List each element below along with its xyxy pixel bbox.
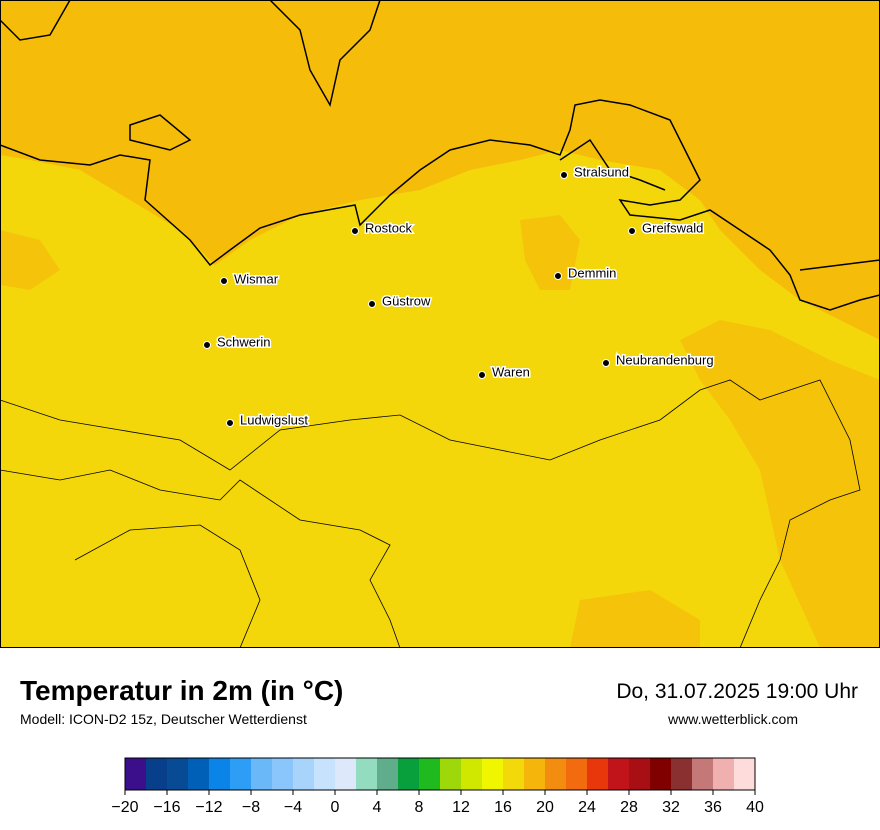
date: Do, 31.07.2025 19:00 Uhr bbox=[616, 680, 858, 703]
colorbar-segment bbox=[209, 758, 231, 790]
subtitle: Modell: ICON-D2 15z, Deutscher Wetterdie… bbox=[20, 711, 307, 727]
colorbar-segment bbox=[314, 758, 336, 790]
colorbar-segment bbox=[146, 758, 168, 790]
city-label: Demmin bbox=[568, 265, 616, 280]
colorbar-segment bbox=[461, 758, 483, 790]
city-dot bbox=[220, 277, 228, 285]
colorbar-segment bbox=[587, 758, 609, 790]
city-dot bbox=[351, 227, 359, 235]
city-label: Ludwigslust bbox=[240, 412, 308, 427]
tick-label: −12 bbox=[195, 799, 222, 816]
state-border bbox=[74, 524, 261, 649]
warm-patch bbox=[520, 215, 580, 290]
colorbar-segment bbox=[524, 758, 546, 790]
warm-patch bbox=[570, 590, 700, 648]
tick-label: 28 bbox=[620, 799, 638, 816]
city-label: Rostock bbox=[365, 220, 412, 235]
colorbar-segment bbox=[377, 758, 399, 790]
colorbar-segment bbox=[629, 758, 651, 790]
map: Stralsund Rostock Greifswald Wismar Demm… bbox=[0, 0, 880, 649]
colorbar-segment bbox=[566, 758, 588, 790]
website: www.wetterblick.com bbox=[667, 711, 798, 727]
state-border bbox=[0, 469, 401, 649]
colorbar-segment bbox=[398, 758, 420, 790]
coastline bbox=[0, 99, 880, 311]
tick-label: 0 bbox=[331, 799, 340, 816]
colorbar-segment bbox=[230, 758, 252, 790]
colorbar-segment bbox=[125, 758, 147, 790]
colorbar-segment bbox=[356, 758, 378, 790]
warm-patch bbox=[0, 230, 60, 290]
colorbar-segment bbox=[503, 758, 525, 790]
colorbar-segment bbox=[692, 758, 714, 790]
city-dot bbox=[226, 419, 234, 427]
colorbar-segment bbox=[713, 758, 735, 790]
tick-label: 16 bbox=[494, 799, 512, 816]
colorbar-segment bbox=[272, 758, 294, 790]
tick-label: 32 bbox=[662, 799, 680, 816]
city-dot bbox=[560, 171, 568, 179]
colorbar-segment bbox=[251, 758, 273, 790]
tick-label: −8 bbox=[242, 799, 260, 816]
tick-label: 36 bbox=[704, 799, 722, 816]
city-label: Wismar bbox=[234, 271, 279, 286]
tick-label: 8 bbox=[415, 799, 424, 816]
tick-label: 40 bbox=[746, 799, 764, 816]
coastline bbox=[129, 114, 192, 151]
colorbar-segment bbox=[734, 758, 756, 790]
colorbar-segment bbox=[419, 758, 441, 790]
colorbar-segment bbox=[608, 758, 630, 790]
title: Temperatur in 2m (in °C) bbox=[20, 675, 343, 706]
colorbar-segment bbox=[482, 758, 504, 790]
colorbar-segment bbox=[545, 758, 567, 790]
city-dot bbox=[554, 272, 562, 280]
coastline bbox=[559, 138, 666, 191]
colorbar-segment bbox=[188, 758, 210, 790]
city-dot bbox=[478, 371, 486, 379]
colorbar-segment bbox=[167, 758, 189, 790]
tick-label: 20 bbox=[536, 799, 554, 816]
sea-field bbox=[0, 0, 880, 340]
tick-label: 4 bbox=[373, 799, 382, 816]
city-label: Güstrow bbox=[382, 293, 431, 308]
city-label: Stralsund bbox=[574, 164, 629, 179]
city-dot bbox=[602, 359, 610, 367]
city-dot bbox=[628, 227, 636, 235]
tick-label: −20 bbox=[111, 799, 138, 816]
tick-label: 12 bbox=[452, 799, 470, 816]
city-label: Schwerin bbox=[217, 334, 270, 349]
city-dot bbox=[368, 300, 376, 308]
city-dot bbox=[203, 341, 211, 349]
coastline bbox=[269, 0, 381, 108]
city-label: Neubrandenburg bbox=[616, 352, 714, 367]
state-border bbox=[0, 379, 861, 649]
colorbar-segment bbox=[650, 758, 672, 790]
colorbar-segment bbox=[293, 758, 315, 790]
colorbar-segment bbox=[440, 758, 462, 790]
cities: Stralsund Rostock Greifswald Wismar Demm… bbox=[203, 163, 715, 429]
colorbar: −20 −16 −12 −8 −4 0 4 8 12 16 20 24 28 32 36 40 bbox=[111, 757, 764, 816]
coastline bbox=[0, 0, 71, 41]
colorbar-segment bbox=[335, 758, 357, 790]
colorbar-frame bbox=[124, 757, 756, 791]
warm-patch bbox=[680, 320, 880, 648]
city-label: Greifswald bbox=[642, 220, 703, 235]
tick-label: −16 bbox=[153, 799, 180, 816]
tick-label: −4 bbox=[284, 799, 302, 816]
coastline bbox=[799, 259, 880, 271]
colorbar-segment bbox=[671, 758, 693, 790]
tick-label: 24 bbox=[578, 799, 596, 816]
city-label: Waren bbox=[492, 364, 530, 379]
